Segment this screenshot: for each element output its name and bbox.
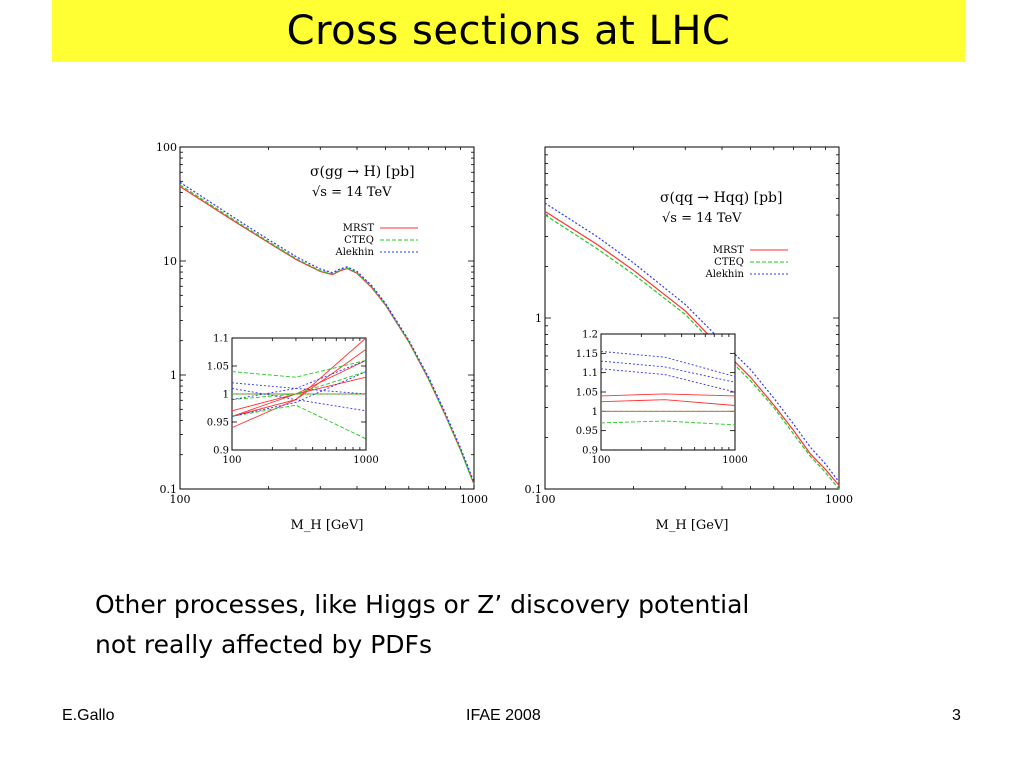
main-y-tick-label: 0.1 [160, 483, 178, 496]
inset-y-tick-label: 0.9 [582, 446, 598, 457]
chart-gg-to-h: 100 1000 0.1 1 10 100 σ(gg → H) [pb] √s = 14 Te… [156, 141, 488, 533]
main-y-tick-label: 0.1 [525, 483, 543, 496]
chart-subtitle: √s = 14 TeV [662, 211, 742, 226]
inset-series-alekhin [600, 368, 736, 393]
inset-x-tick-label: 100 [222, 455, 241, 466]
inset-x-tick-label: 1000 [722, 455, 747, 466]
legend-label-mrst: MRST [713, 245, 745, 256]
inset-y-tick-label: 1.1 [582, 368, 598, 379]
inset-y-tick-label: 1.05 [576, 388, 598, 399]
legend-label-cteq: CTEQ [714, 257, 744, 268]
inset-plot: 100 1000 0.9 0.95 1 1.05 1.1 [207, 334, 379, 467]
inset-series-alekhin [231, 387, 367, 412]
inset-series-alekhin [600, 350, 736, 377]
inset-series-cteq [600, 420, 736, 426]
inset-y-tick-label: 1.05 [207, 362, 229, 373]
legend-label-mrst: MRST [343, 223, 375, 234]
inset-series-cteq [231, 371, 367, 401]
inset-series-alekhin [600, 360, 736, 383]
footer-page-number: 3 [952, 707, 961, 724]
main-series-alekhin [544, 202, 840, 483]
main-x-tick-label: 100 [170, 493, 191, 506]
inset-y-tick-label: 1.1 [213, 334, 229, 345]
inset-y-tick-label: 0.9 [213, 446, 229, 457]
footer-author: E.Gallo [62, 707, 115, 724]
inset-x-tick-label: 100 [591, 455, 610, 466]
chart-title: σ(qq → Hqq) [pb] [660, 190, 782, 206]
body-line-1: Other processes, like Higgs or Z’ discov… [95, 590, 750, 619]
inset-y-tick-label: 0.95 [207, 418, 229, 429]
inset-series-alekhin [231, 359, 367, 401]
main-plot: 100 1000 0.1 1 10 100 σ(gg → H) [pb] √s = 14 Te… [156, 141, 488, 533]
main-x-tick-label: 1000 [460, 493, 488, 506]
main-y-tick-label: 1 [535, 312, 542, 325]
title-bar: Cross sections at LHC [52, 0, 965, 62]
legend-label-cteq: CTEQ [344, 235, 374, 246]
main-series-cteq [179, 184, 475, 485]
inset-y-tick-label: 1.15 [576, 349, 598, 360]
body-line-2: not really affected by PDFs [95, 630, 432, 659]
slide-title: Cross sections at LHC [286, 8, 731, 54]
inset-y-tick-label: 1 [223, 390, 229, 401]
legend-label-alekhin: Alekhin [705, 269, 745, 280]
main-x-tick-label: 1000 [825, 493, 853, 506]
inset-plot: 100 1000 0.9 0.95 1 1.05 1.1 1.15 1.2 [576, 330, 748, 467]
inset-series-cteq [231, 359, 367, 378]
x-axis-label: M_H [GeV] [656, 518, 729, 533]
main-y-tick-label: 1 [170, 369, 177, 382]
chart-subtitle: √s = 14 TeV [312, 185, 392, 200]
chart-title: σ(gg → H) [pb] [310, 164, 415, 180]
body-text: Other processes, like Higgs or Z’ discov… [95, 585, 955, 665]
main-plot: 100 1000 0.1 1 σ(qq → Hqq) [pb] √s = 14 TeV MR… [525, 146, 853, 533]
chart-qq-to-hqq: 100 1000 0.1 1 σ(qq → Hqq) [pb] √s = 14 TeV MR… [525, 146, 853, 533]
main-y-tick-label: 100 [156, 141, 177, 154]
footer-event: IFAE 2008 [466, 707, 541, 724]
inset-series-cteq [231, 404, 367, 440]
inset-y-tick-label: 0.95 [576, 426, 598, 437]
inset-series-mrst [600, 399, 736, 406]
x-axis-label: M_H [GeV] [291, 518, 364, 533]
inset-x-tick-label: 1000 [353, 455, 378, 466]
inset-y-tick-label: 1 [592, 407, 598, 418]
inset-series-mrst [600, 393, 736, 397]
main-series-mrst [544, 210, 840, 486]
main-series-alekhin [179, 181, 475, 483]
inset-y-tick-label: 1.2 [582, 330, 598, 341]
main-series-cteq [544, 214, 840, 490]
inset-frame [600, 333, 736, 451]
inset-series-alekhin [231, 371, 367, 417]
main-y-tick-label: 10 [163, 255, 177, 268]
legend-label-alekhin: Alekhin [335, 247, 375, 258]
main-x-tick-label: 100 [535, 493, 556, 506]
